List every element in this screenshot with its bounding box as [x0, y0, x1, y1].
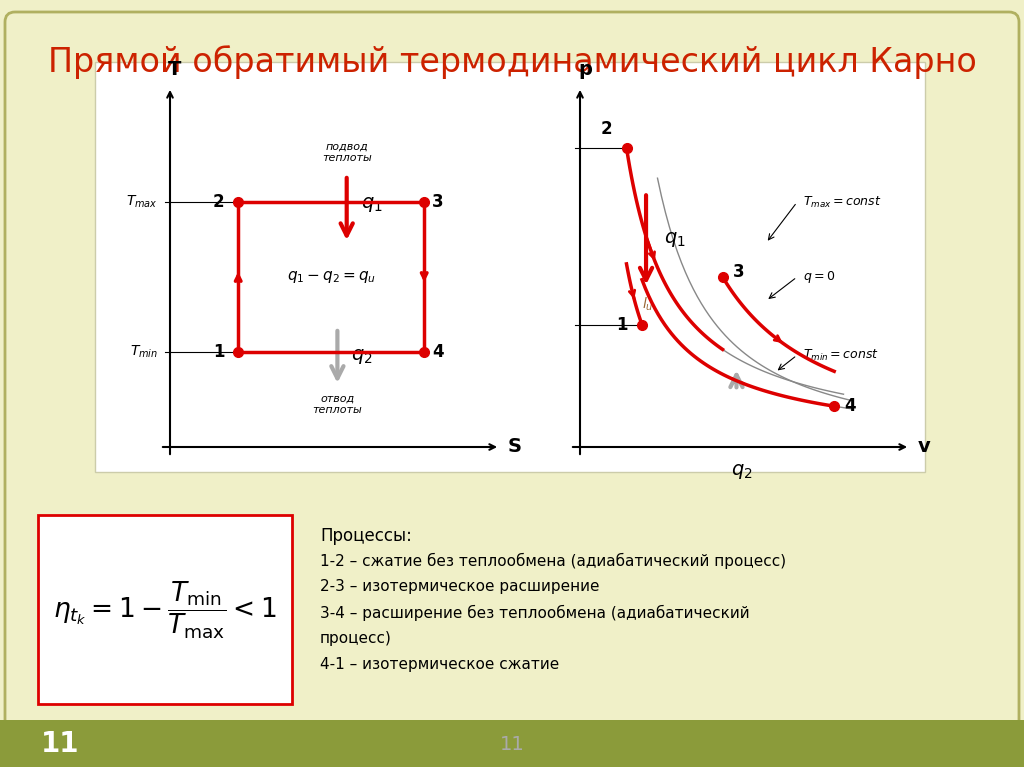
Text: 3: 3: [432, 193, 443, 211]
Text: 2: 2: [601, 120, 612, 138]
Text: $l_u$: $l_u$: [642, 295, 654, 313]
Text: 1: 1: [213, 343, 224, 360]
Text: $T_{min}=const$: $T_{min}=const$: [803, 347, 880, 363]
Text: 4-1 – изотермическое сжатие: 4-1 – изотермическое сжатие: [319, 657, 559, 672]
Text: $T_{min}$: $T_{min}$: [130, 344, 158, 360]
Text: p: p: [579, 60, 592, 79]
Text: T: T: [168, 60, 181, 79]
Text: 4: 4: [432, 343, 443, 360]
Text: $q_1$: $q_1$: [360, 195, 382, 213]
Text: $T_{max}=const$: $T_{max}=const$: [803, 195, 882, 209]
Text: 1-2 – сжатие без теплообмена (адиабатический процесс): 1-2 – сжатие без теплообмена (адиабатиче…: [319, 553, 786, 569]
Text: 2: 2: [213, 193, 224, 211]
Text: $q_1 - q_2=q_u$: $q_1 - q_2=q_u$: [287, 269, 376, 285]
Text: 11: 11: [41, 730, 79, 758]
Text: подвод
теплоты: подвод теплоты: [322, 141, 372, 163]
Text: Процессы:: Процессы:: [319, 527, 412, 545]
Text: $q_2$: $q_2$: [731, 462, 753, 481]
Text: отвод
теплоты: отвод теплоты: [312, 393, 362, 416]
Text: 3: 3: [732, 263, 744, 281]
FancyBboxPatch shape: [95, 62, 925, 472]
Text: 11: 11: [500, 735, 524, 753]
Text: $q=0$: $q=0$: [803, 269, 836, 285]
Text: 4: 4: [844, 397, 856, 415]
Text: 1: 1: [616, 315, 628, 334]
FancyBboxPatch shape: [5, 12, 1019, 732]
Bar: [0, 720, 1024, 767]
Text: $q_2$: $q_2$: [351, 347, 373, 367]
Text: $T_{max}$: $T_{max}$: [126, 194, 158, 210]
Text: процесс): процесс): [319, 631, 392, 646]
Text: 3-4 – расширение без теплообмена (адиабатический: 3-4 – расширение без теплообмена (адиаба…: [319, 605, 750, 621]
FancyBboxPatch shape: [38, 515, 292, 704]
Text: Прямой обратимый термодинамический цикл Карно: Прямой обратимый термодинамический цикл …: [47, 45, 977, 79]
Text: v: v: [918, 437, 931, 456]
Text: $\eta_{t_k} = 1 - \dfrac{T_{\min}}{T_{\max}} < 1$: $\eta_{t_k} = 1 - \dfrac{T_{\min}}{T_{\m…: [53, 579, 276, 640]
Text: $q_1$: $q_1$: [664, 230, 686, 249]
Text: 2-3 – изотермическое расширение: 2-3 – изотермическое расширение: [319, 579, 599, 594]
Text: S: S: [508, 437, 522, 456]
